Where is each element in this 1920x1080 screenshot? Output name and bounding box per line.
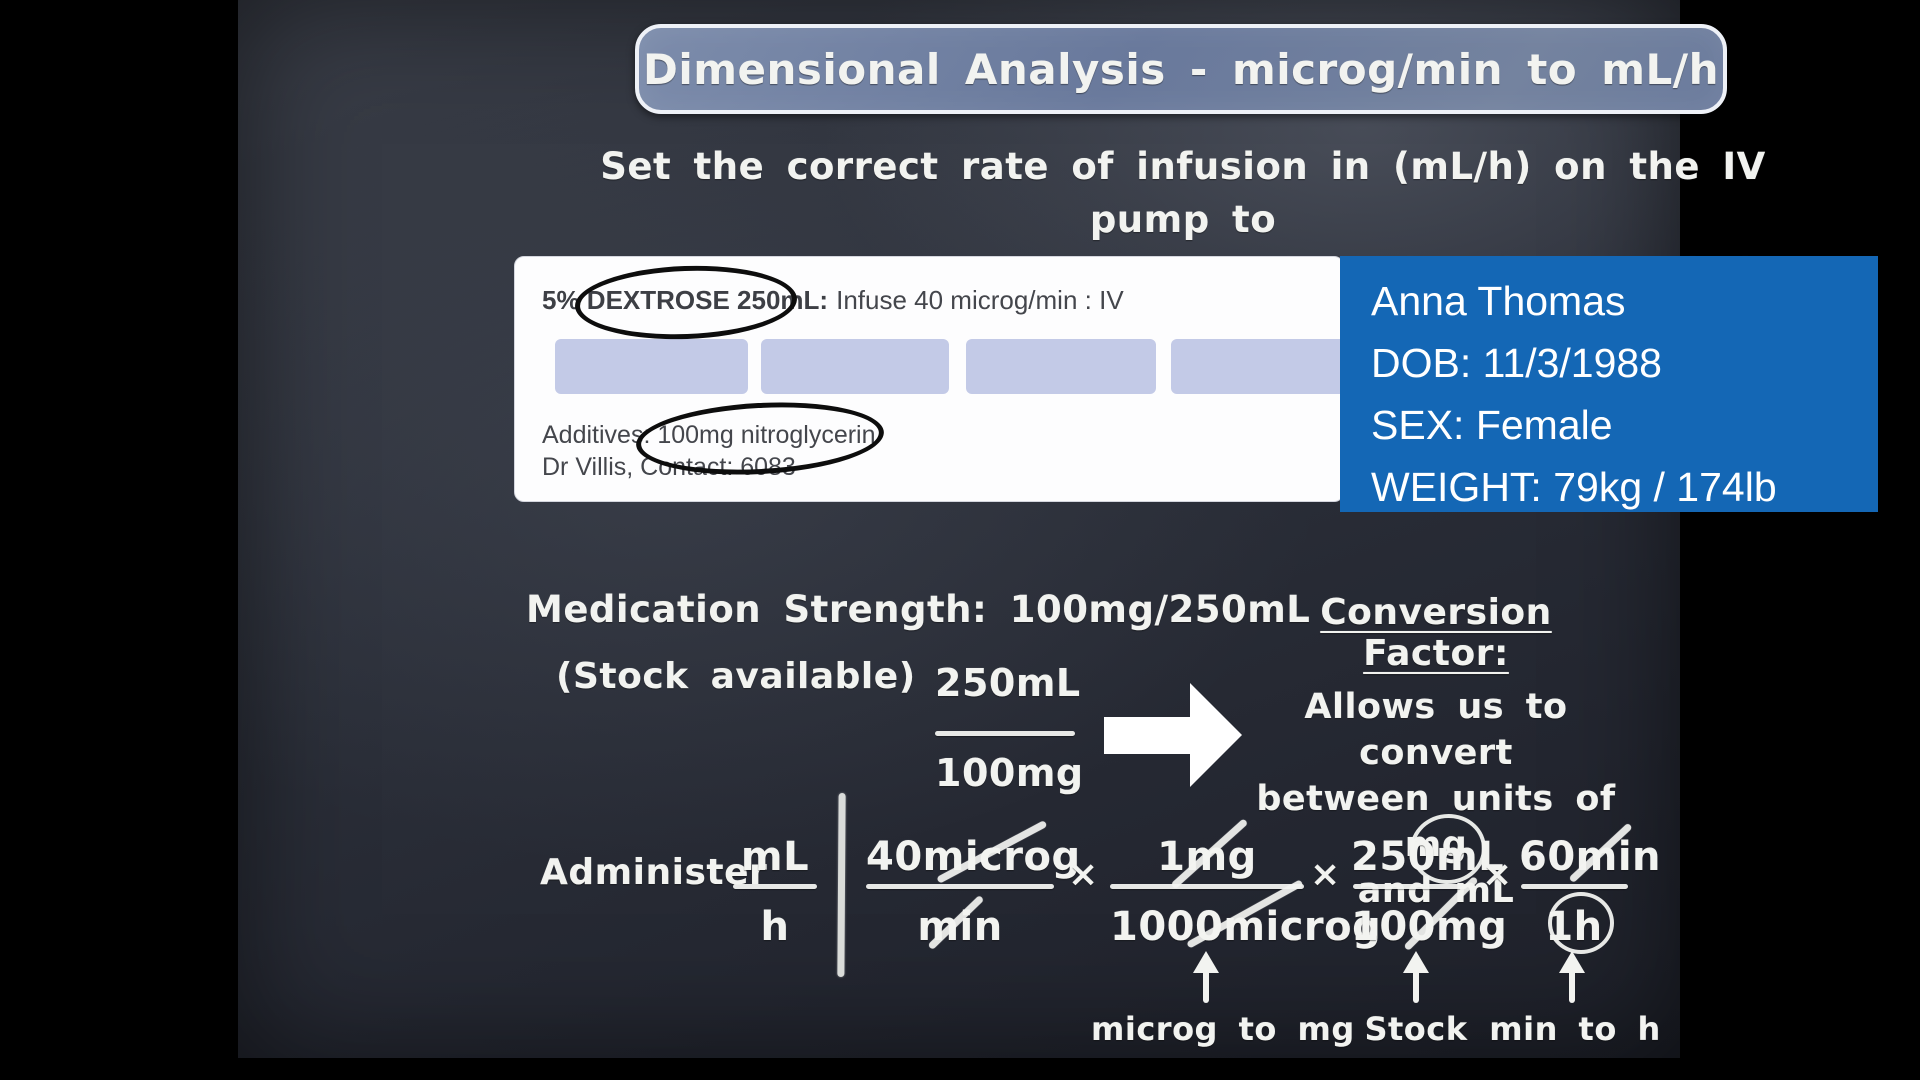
- stock-fraction-bar: [935, 731, 1075, 736]
- patient-dob: DOB: 11/3/1988: [1371, 340, 1662, 386]
- up-arrow-icon: [1559, 951, 1585, 973]
- stock-available-text: (Stock available): [556, 656, 916, 697]
- circle-around-1h: [1548, 892, 1614, 954]
- annotation-ellipse-additive: [634, 396, 886, 481]
- patient-name: Anna Thomas: [1371, 278, 1626, 324]
- up-arrow-icon: [1193, 951, 1219, 973]
- up-arrow-shaft: [1413, 969, 1419, 1003]
- up-arrow-shaft: [1569, 969, 1575, 1003]
- up-arrow-icon: [1403, 951, 1429, 973]
- stock-fraction-denominator: 100mg: [935, 751, 1084, 795]
- redacted-field: [1171, 339, 1343, 394]
- patient-info-card: Anna Thomas DOB: 11/3/1988 SEX: Female W…: [1340, 256, 1878, 512]
- conversion-factor-heading: Conversion Factor:: [1320, 592, 1552, 674]
- order-instruction: Infuse 40 microg/min : IV: [836, 285, 1124, 315]
- conversion-line-2: between units of mg: [1256, 779, 1616, 865]
- prescriber-line: Dr Villis, Contact: 6083: [542, 453, 796, 481]
- annotation-stock: Stock: [1364, 1010, 1468, 1048]
- annotation-microg-to-mg: microg to mg: [1091, 1010, 1355, 1048]
- term3-fraction-bar: [1353, 884, 1467, 889]
- redacted-field: [761, 339, 949, 394]
- medication-order-card: 5% DEXTROSE 250mL: Infuse 40 microg/min :…: [514, 256, 1344, 502]
- right-arrow-head-icon: [1190, 683, 1242, 787]
- order-drug-name: 5% DEXTROSE 250mL:: [542, 285, 829, 315]
- right-arrow-icon: [1104, 717, 1192, 754]
- stock-fraction-numerator: 250mL: [935, 661, 1081, 705]
- chalkboard-slide: Dimensional Analysis - microg/min to mL/…: [238, 0, 1878, 1058]
- redacted-field: [555, 339, 748, 394]
- up-arrow-shaft: [1203, 969, 1209, 1003]
- result-fraction-bar: [733, 884, 817, 889]
- result-denominator: h: [760, 904, 790, 950]
- times-sign: ×: [1068, 854, 1099, 895]
- additives-value: 100mg nitroglycerin: [657, 421, 876, 449]
- times-sign: ×: [1482, 854, 1513, 895]
- term4-fraction-bar: [1521, 884, 1628, 889]
- annotation-min-to-h: min to h: [1489, 1010, 1661, 1048]
- term1-fraction-bar: [866, 884, 1054, 889]
- term2-fraction-bar: [1110, 884, 1304, 889]
- equation-divider-line: [837, 792, 846, 978]
- slide-title-box: Dimensional Analysis - microg/min to mL/…: [635, 24, 1727, 114]
- conversion-line-1: Allows us to convert: [1304, 687, 1568, 773]
- slide-title: Dimensional Analysis - microg/min to mL/…: [642, 44, 1720, 94]
- patient-sex: SEX: Female: [1371, 402, 1613, 448]
- conversion-line-3: and mL: [1357, 871, 1515, 911]
- term2-denominator: 1000microg: [1110, 904, 1382, 950]
- conversion-factor-block: Conversion Factor: Allows us to convert …: [1256, 592, 1616, 914]
- term1-denominator: min: [917, 904, 1003, 950]
- redacted-field: [966, 339, 1156, 394]
- instruction-line-1: Set the correct rate of infusion in (mL/…: [600, 145, 1766, 241]
- annotation-ellipse-drug: [573, 262, 799, 343]
- order-line: 5% DEXTROSE 250mL: Infuse 40 microg/min :…: [542, 285, 1124, 316]
- additives-label: Additives:: [542, 421, 651, 449]
- patient-weight: WEIGHT: 79kg / 174lb: [1371, 464, 1777, 510]
- order-additives-line: Additives: 100mg nitroglycerin: [542, 421, 876, 450]
- administer-label: Administer: [540, 852, 768, 893]
- times-sign: ×: [1310, 854, 1341, 895]
- medication-strength-text: Medication Strength: 100mg/250mL: [526, 588, 1311, 631]
- result-numerator: mL: [740, 834, 810, 880]
